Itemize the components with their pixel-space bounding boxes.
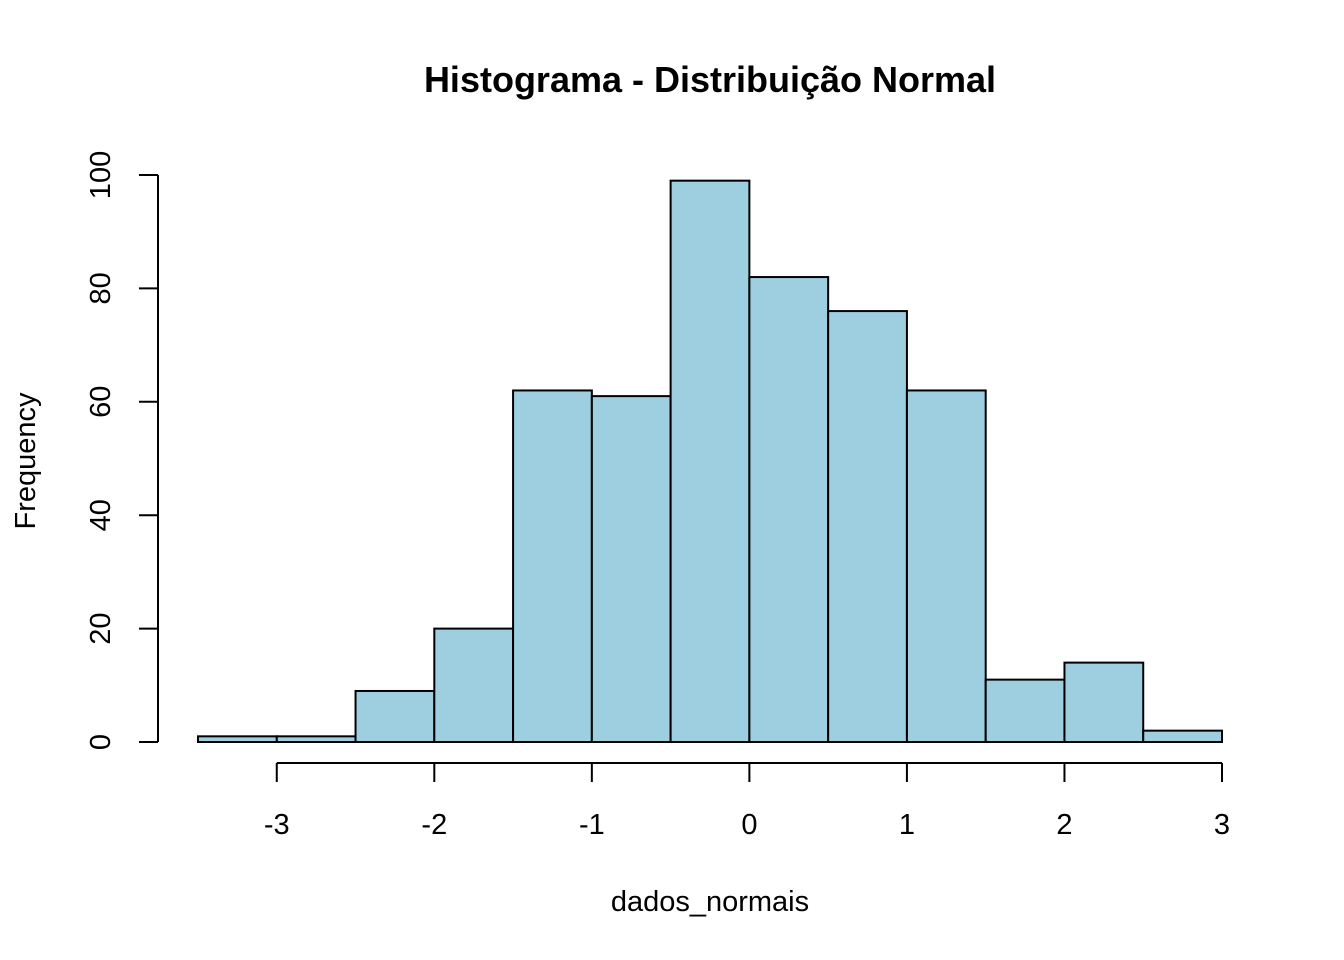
histogram-bar xyxy=(1063,661,1145,743)
histogram-bar xyxy=(827,310,908,743)
x-tick-label: -1 xyxy=(579,809,605,841)
histogram-bar xyxy=(197,735,278,744)
x-axis-label: dados_normais xyxy=(611,886,809,918)
y-tick-label: 40 xyxy=(85,499,117,531)
histogram-bar xyxy=(1142,729,1223,743)
histogram-bar xyxy=(590,395,672,743)
histogram-bar xyxy=(354,689,436,743)
y-tick-label: 60 xyxy=(85,386,117,418)
histogram-bar xyxy=(433,627,515,743)
y-tick-label: 80 xyxy=(85,272,117,304)
y-axis: 0 20 40 60 80 100 xyxy=(85,151,159,750)
histogram-bar xyxy=(984,678,1066,744)
x-tick-label: 2 xyxy=(1056,809,1072,841)
x-tick-label: 0 xyxy=(741,809,757,841)
y-tick-label: 20 xyxy=(85,612,117,644)
y-tick-label: 0 xyxy=(85,734,117,750)
y-tick-label: 100 xyxy=(85,151,117,199)
histogram-bar xyxy=(748,276,830,743)
histogram-bar xyxy=(669,179,751,744)
y-axis-label: Frequency xyxy=(10,392,42,530)
histogram-bar xyxy=(275,735,357,744)
x-tick-label: 3 xyxy=(1214,809,1230,841)
bars-group xyxy=(197,179,1223,744)
x-tick-label: 1 xyxy=(899,809,915,841)
histogram-bar xyxy=(905,389,987,743)
x-tick-label: -3 xyxy=(264,809,290,841)
histogram-bar xyxy=(512,389,593,743)
x-axis: -3 -2 -1 0 1 2 3 xyxy=(264,762,1230,841)
chart-title: Histograma - Distribuição Normal xyxy=(424,59,996,100)
x-tick-label: -2 xyxy=(421,809,447,841)
